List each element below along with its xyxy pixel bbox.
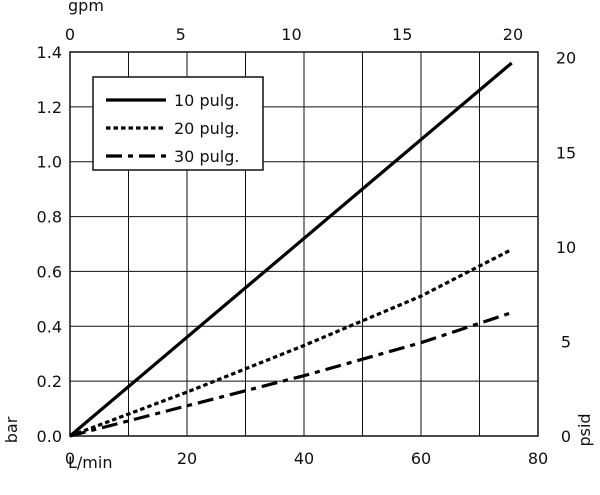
x-tick-label: 0	[65, 449, 75, 468]
series-line-20-pulg	[69, 248, 513, 438]
y-right-tick-label: 20	[556, 49, 576, 68]
x-tick-label: 40	[294, 449, 314, 468]
y-right-axis-label: psid	[575, 413, 594, 446]
y-left-tick-label: 0.8	[37, 208, 62, 227]
y-left-tick-label: 1.0	[37, 153, 62, 172]
series-layer	[68, 61, 513, 438]
x-top-tick-label: 20	[503, 25, 523, 44]
tick-labels: 0 20 40 60 80 0 5 10 15 20 0.0 0.2 0.4 0.6 0.8 1.0 1.2 1.…	[37, 25, 577, 468]
plot-frame	[69, 51, 539, 437]
series-line-30-pulg	[69, 311, 513, 438]
y-right-tick-label: 5	[561, 332, 571, 351]
x-tick-label: 80	[528, 449, 548, 468]
y-left-tick-label: 1.2	[37, 98, 62, 117]
legend-label-30-pulg: 30 pulg.	[174, 147, 239, 166]
y-right-tick-label: 0	[561, 427, 571, 446]
x-top-tick-label: 0	[65, 25, 75, 44]
x-top-tick-label: 15	[392, 25, 412, 44]
legend: 10 pulg. 20 pulg. 30 pulg.	[92, 76, 264, 171]
x-axis-label: L/min	[68, 453, 112, 472]
y-right-tick-label: 15	[556, 143, 576, 162]
y-right-tick-label: 10	[556, 238, 576, 257]
y-left-tick-label: 1.4	[37, 43, 62, 62]
x-top-tick-label: 5	[176, 25, 186, 44]
x-top-axis-label: gpm	[68, 0, 104, 15]
series-line-10-pulg	[68, 61, 513, 438]
x-tick-label: 60	[411, 449, 431, 468]
y-left-tick-label: 0.2	[37, 372, 62, 391]
y-left-axis-label: bar	[2, 416, 21, 443]
legend-label-10-pulg: 10 pulg.	[174, 91, 239, 110]
y-left-tick-label: 0.4	[37, 317, 62, 336]
x-tick-label: 20	[177, 449, 197, 468]
legend-label-20-pulg: 20 pulg.	[174, 119, 239, 138]
y-left-tick-label: 0.0	[37, 427, 62, 446]
x-top-tick-label: 10	[281, 25, 301, 44]
y-left-tick-label: 0.6	[37, 262, 62, 281]
